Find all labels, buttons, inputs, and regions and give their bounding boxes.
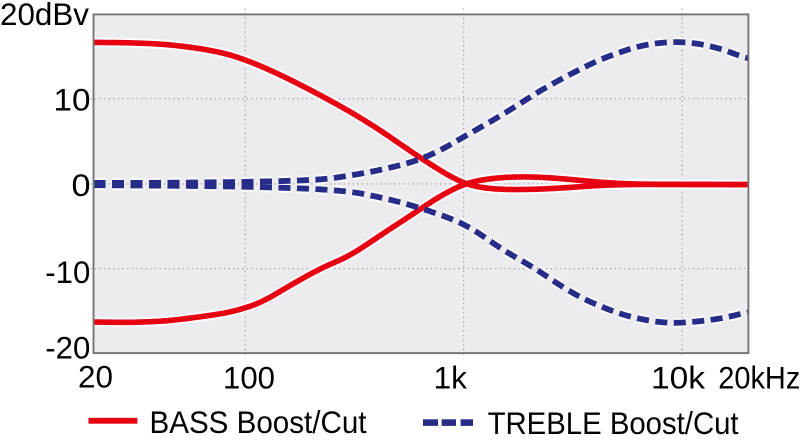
svg-text:TREBLE Boost/Cut: TREBLE Boost/Cut bbox=[488, 405, 739, 441]
svg-text:-20: -20 bbox=[45, 330, 90, 366]
svg-text:BASS Boost/Cut: BASS Boost/Cut bbox=[150, 404, 367, 440]
svg-text:-10: -10 bbox=[45, 254, 90, 290]
svg-text:20kHz: 20kHz bbox=[718, 360, 800, 396]
svg-text:20dBv: 20dBv bbox=[0, 0, 89, 32]
svg-text:100: 100 bbox=[223, 360, 275, 396]
svg-text:10: 10 bbox=[54, 81, 91, 117]
svg-text:20: 20 bbox=[78, 359, 113, 395]
svg-text:0: 0 bbox=[72, 167, 91, 203]
svg-text:10k: 10k bbox=[651, 360, 705, 396]
svg-text:1k: 1k bbox=[434, 360, 468, 396]
